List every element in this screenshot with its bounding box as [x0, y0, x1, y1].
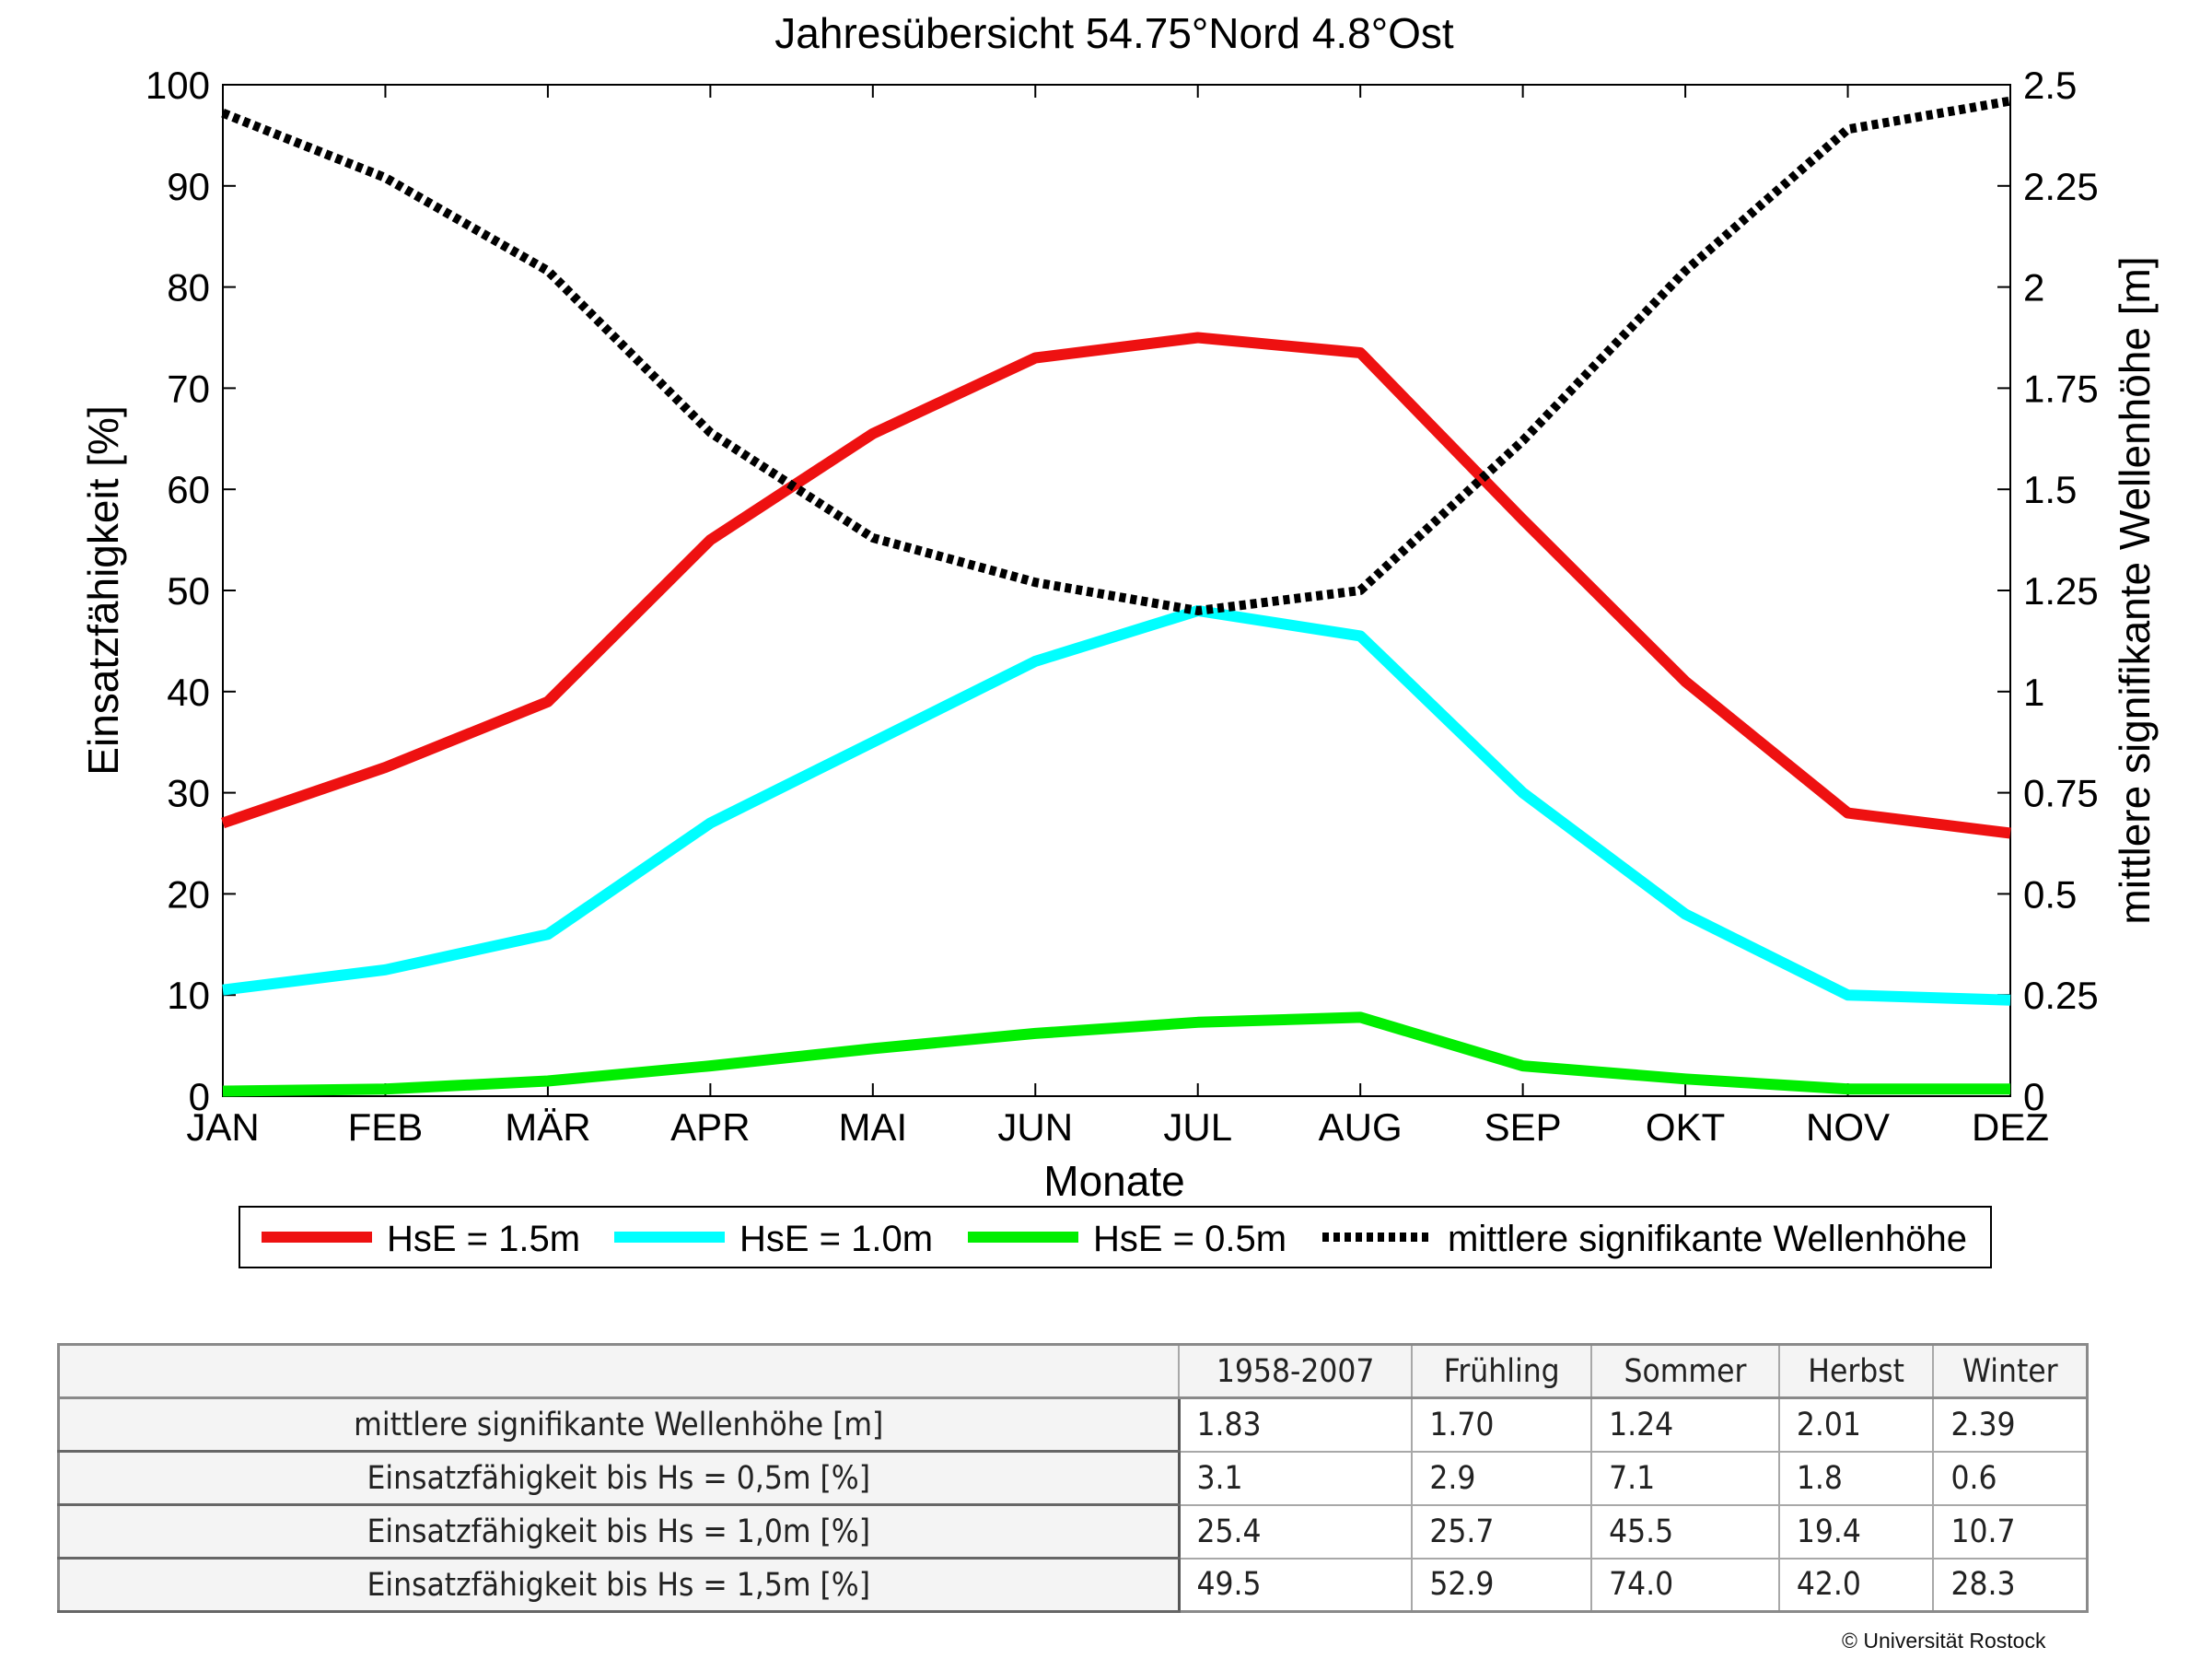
table-cell: 45.5: [1590, 1503, 1780, 1560]
x-tick-label: JUN: [997, 1105, 1073, 1149]
table-cell: 52.9: [1411, 1557, 1593, 1613]
y-tick-label-left: 30: [167, 772, 210, 815]
x-tick-label: SEP: [1484, 1105, 1562, 1149]
y-axis-label-right: mittlere signifikante Wellenhöhe [m]: [2111, 256, 2159, 924]
legend-label: mittlere signifikante Wellenhöhe: [1448, 1219, 1967, 1259]
table-corner: [57, 1343, 1180, 1399]
series-line: [221, 96, 2011, 615]
table-cell: 1.83: [1177, 1396, 1414, 1453]
legend-label: HsE = 1.5m: [387, 1219, 580, 1259]
y-tick-label-right: 2.25: [2023, 165, 2099, 208]
table-row: Einsatzfähigkeit bis Hs = 1,5m [%] 49.5 …: [57, 1557, 2089, 1613]
series-line: [222, 605, 2011, 1006]
row-label: Einsatzfähigkeit bis Hs = 1,5m [%]: [57, 1557, 1181, 1613]
y-tick-label-left: 70: [167, 367, 210, 410]
axis-ticks: JAN FEB MÄR APR MAI JUN JUL AUG SEP OKT NOV DEZ0102…: [146, 64, 2099, 1149]
y-tick-label-left: 100: [146, 64, 210, 107]
table-cell: 1.8: [1777, 1450, 1935, 1506]
table-cell: 7.1: [1590, 1450, 1780, 1506]
x-tick-label: NOV: [1806, 1105, 1890, 1149]
row-label: Einsatzfähigkeit bis Hs = 1,0m [%]: [57, 1503, 1181, 1560]
y-tick-label-right: 1.25: [2023, 569, 2099, 613]
y-tick-label-left: 20: [167, 872, 210, 916]
column-header: 1958-2007: [1177, 1343, 1414, 1399]
y-tick-label-right: 2.5: [2023, 64, 2077, 107]
row-label: mittlere signifikante Wellenhöhe [m]: [57, 1396, 1181, 1453]
table-row: Einsatzfähigkeit bis Hs = 1,0m [%] 25.4 …: [57, 1503, 2089, 1560]
y-tick-label-left: 60: [167, 468, 210, 511]
table-cell: 1.24: [1590, 1396, 1780, 1453]
table-cell: 2.9: [1411, 1450, 1593, 1506]
y-tick-label-left: 10: [167, 974, 210, 1017]
row-label: Einsatzfähigkeit bis Hs = 0,5m [%]: [57, 1450, 1181, 1506]
x-tick-label: MAI: [838, 1105, 907, 1149]
series-line: [221, 332, 2011, 839]
y-tick-label-right: 1: [2023, 671, 2044, 714]
table-cell: 3.1: [1177, 1450, 1414, 1506]
table-cell: 0.6: [1932, 1450, 2089, 1506]
copyright-note: © Universität Rostock: [1842, 1629, 2046, 1653]
y-tick-label-right: 0.5: [2023, 872, 2077, 916]
legend-label: HsE = 1.0m: [739, 1219, 933, 1259]
y-tick-label-right: 0.25: [2023, 974, 2099, 1017]
chart: Jahresübersicht 54.75°Nord 4.8°Ost JAN FE…: [79, 9, 2159, 1268]
column-header: Herbst: [1777, 1343, 1935, 1399]
y-tick-label-left: 0: [189, 1075, 210, 1118]
x-tick-label: DEZ: [1972, 1105, 2049, 1149]
y-tick-label-left: 40: [167, 671, 210, 714]
x-tick-label: AUG: [1319, 1105, 1403, 1149]
x-tick-label: OKT: [1646, 1105, 1725, 1149]
y-tick-label-right: 0.75: [2023, 772, 2099, 815]
y-tick-label-left: 90: [167, 165, 210, 208]
column-header: Winter: [1932, 1343, 2089, 1399]
table-cell: 42.0: [1777, 1557, 1935, 1613]
x-axis-label: Monate: [1043, 1157, 1184, 1205]
table-cell: 19.4: [1777, 1503, 1935, 1560]
y-tick-label-left: 50: [167, 569, 210, 613]
y-tick-label-right: 0: [2023, 1075, 2044, 1118]
column-header: Sommer: [1590, 1343, 1780, 1399]
chart-title: Jahresübersicht 54.75°Nord 4.8°Ost: [774, 9, 1454, 57]
table-cell: 28.3: [1932, 1557, 2089, 1613]
y-tick-label-right: 1.5: [2023, 468, 2077, 511]
table-cell: 25.7: [1411, 1503, 1593, 1560]
table-row: mittlere signifikante Wellenhöhe [m] 1.8…: [57, 1396, 2089, 1453]
table-header-row: 1958-2007 Frühling Sommer Herbst Winter: [57, 1343, 2089, 1399]
series-line: [222, 1011, 2010, 1097]
series-lines: [221, 96, 2011, 1097]
x-tick-label: JAN: [186, 1105, 259, 1149]
x-tick-label: JUL: [1163, 1105, 1232, 1149]
table-cell: 1.70: [1411, 1396, 1593, 1453]
y-axis-label-left: Einsatzfähigkeit [%]: [79, 405, 127, 775]
table-cell: 25.4: [1177, 1503, 1414, 1560]
column-header: Frühling: [1411, 1343, 1593, 1399]
legend-label: HsE = 0.5m: [1093, 1219, 1286, 1259]
x-tick-label: FEB: [348, 1105, 424, 1149]
stats-table: 1958-2007 Frühling Sommer Herbst Winter …: [57, 1343, 2089, 1613]
legend-box: [239, 1206, 1992, 1268]
x-tick-label: APR: [670, 1105, 750, 1149]
legend: HsE = 1.5m HsE = 1.0m HsE = 0.5m mittlere s…: [262, 1219, 1967, 1259]
table-cell: 2.39: [1932, 1396, 2089, 1453]
table-cell: 49.5: [1177, 1557, 1414, 1613]
table-cell: 10.7: [1932, 1503, 2089, 1560]
x-tick-label: MÄR: [505, 1105, 590, 1149]
table-row: Einsatzfähigkeit bis Hs = 0,5m [%] 3.1 2…: [57, 1450, 2089, 1506]
y-tick-label-right: 1.75: [2023, 367, 2099, 410]
table-cell: 2.01: [1777, 1396, 1935, 1453]
y-tick-label-right: 2: [2023, 266, 2044, 310]
table-cell: 74.0: [1590, 1557, 1780, 1613]
y-tick-label-left: 80: [167, 266, 210, 310]
